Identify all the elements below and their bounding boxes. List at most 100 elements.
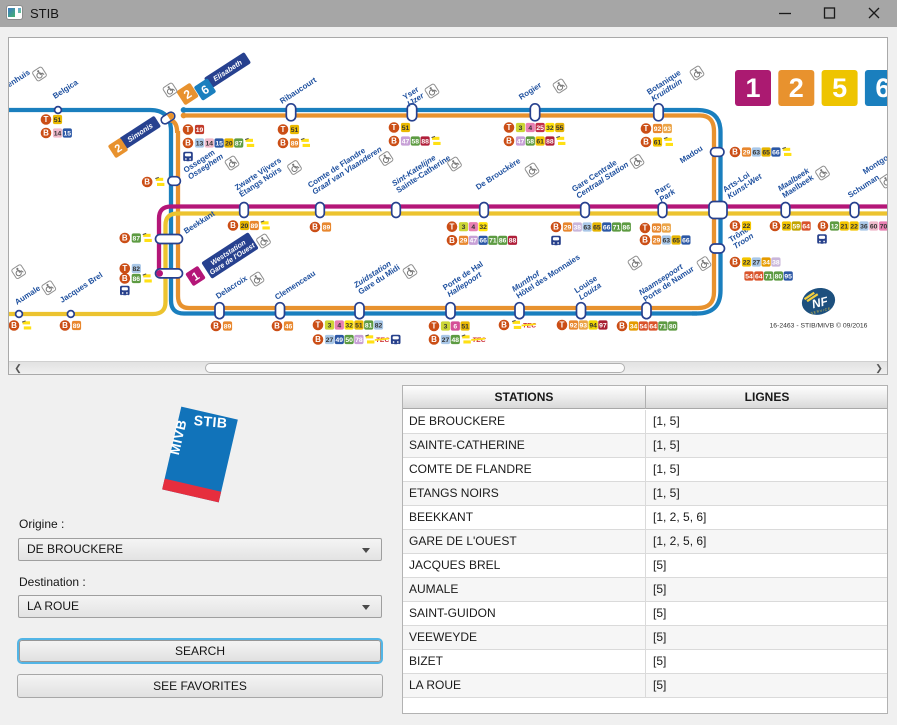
svg-text:55: 55	[556, 125, 564, 132]
svg-text:58: 58	[527, 138, 535, 145]
svg-text:B: B	[312, 223, 318, 232]
svg-text:60: 60	[870, 223, 878, 230]
svg-text:51: 51	[461, 323, 469, 330]
svg-text:B: B	[315, 335, 321, 344]
svg-text:70: 70	[880, 223, 888, 230]
svg-text:32: 32	[345, 322, 353, 329]
svg-text:51: 51	[355, 322, 363, 329]
svg-text:29: 29	[460, 238, 468, 245]
svg-text:61: 61	[536, 138, 544, 145]
svg-text:Rogier: Rogier	[517, 81, 543, 102]
svg-text:T: T	[432, 322, 437, 331]
svg-text:13: 13	[196, 140, 204, 147]
svg-text:Madou: Madou	[678, 144, 704, 165]
svg-text:64: 64	[649, 323, 657, 330]
svg-text:59: 59	[793, 223, 801, 230]
svg-text:47: 47	[517, 138, 525, 145]
svg-text:61: 61	[654, 139, 662, 146]
svg-text:B: B	[230, 221, 236, 230]
svg-text:21: 21	[841, 223, 849, 230]
svg-text:71: 71	[613, 224, 621, 231]
svg-text:50: 50	[345, 337, 353, 344]
svg-text:89: 89	[251, 223, 259, 230]
svg-text:B: B	[449, 236, 455, 245]
svg-text:B: B	[43, 129, 49, 138]
svg-text:B: B	[732, 148, 738, 157]
svg-text:B: B	[732, 258, 738, 267]
svg-text:5: 5	[832, 73, 847, 103]
svg-text:4: 4	[528, 125, 532, 132]
svg-text:71: 71	[659, 323, 667, 330]
svg-text:92: 92	[654, 126, 662, 133]
svg-text:22: 22	[743, 223, 751, 230]
svg-text:16-2463 - STIB/MIVB © 09/2016: 16-2463 - STIB/MIVB © 09/2016	[770, 322, 868, 330]
svg-text:T: T	[281, 125, 286, 134]
svg-text:47: 47	[402, 138, 410, 145]
svg-text:B: B	[619, 322, 625, 331]
svg-text:92: 92	[653, 225, 661, 232]
svg-text:66: 66	[772, 149, 780, 156]
svg-text:66: 66	[603, 224, 611, 231]
svg-text:38: 38	[574, 224, 582, 231]
svg-text:88: 88	[546, 138, 554, 145]
svg-text:2: 2	[113, 142, 125, 155]
svg-text:89: 89	[224, 323, 232, 330]
svg-text:29: 29	[564, 224, 572, 231]
svg-text:B: B	[122, 274, 128, 283]
svg-text:12: 12	[831, 223, 839, 230]
svg-text:Graaf van Vlaanderen: Graaf van Vlaanderen	[311, 145, 384, 197]
svg-text:3: 3	[444, 323, 448, 330]
svg-text:Ribaucourt: Ribaucourt	[278, 75, 318, 105]
svg-text:86: 86	[499, 238, 507, 245]
svg-text:65: 65	[672, 237, 680, 244]
svg-text:B: B	[62, 321, 68, 330]
svg-text:14: 14	[206, 140, 214, 147]
svg-text:36: 36	[860, 223, 868, 230]
svg-text:B: B	[772, 222, 778, 231]
svg-text:51: 51	[291, 127, 299, 134]
svg-text:95: 95	[784, 273, 792, 280]
svg-text:Belgica: Belgica	[51, 78, 80, 101]
svg-text:TEC: TEC	[523, 323, 537, 330]
svg-text:B: B	[274, 322, 280, 331]
svg-text:58: 58	[412, 138, 420, 145]
svg-text:4: 4	[337, 322, 341, 329]
svg-text:80: 80	[669, 323, 677, 330]
svg-text:T: T	[44, 115, 49, 124]
svg-text:SERVICE: SERVICE	[810, 306, 831, 315]
svg-text:64: 64	[802, 223, 810, 230]
svg-text:3: 3	[462, 224, 466, 231]
svg-text:93: 93	[580, 322, 588, 329]
svg-text:63: 63	[753, 149, 761, 156]
svg-text:B: B	[501, 321, 507, 330]
svg-text:97: 97	[599, 322, 607, 329]
svg-text:T: T	[560, 321, 565, 330]
svg-text:54: 54	[745, 273, 753, 280]
svg-text:B: B	[391, 137, 397, 146]
svg-text:T: T	[316, 321, 321, 330]
svg-text:B: B	[820, 222, 826, 231]
svg-text:T: T	[450, 222, 455, 231]
svg-text:89: 89	[323, 224, 331, 231]
svg-text:87: 87	[235, 140, 243, 147]
svg-text:14: 14	[54, 130, 62, 137]
svg-text:86: 86	[623, 224, 631, 231]
svg-text:32: 32	[479, 224, 487, 231]
svg-text:34: 34	[762, 259, 770, 266]
svg-text:B: B	[431, 335, 437, 344]
svg-text:49: 49	[336, 337, 344, 344]
svg-text:94: 94	[589, 322, 597, 329]
svg-text:25: 25	[536, 125, 544, 132]
svg-text:B: B	[732, 222, 738, 231]
svg-text:B: B	[185, 139, 191, 148]
svg-text:32: 32	[546, 125, 554, 132]
svg-text:T: T	[392, 123, 397, 132]
svg-text:3: 3	[328, 322, 332, 329]
svg-text:15: 15	[215, 140, 223, 147]
svg-text:Delacroix: Delacroix	[214, 273, 249, 300]
svg-text:TEC: TEC	[376, 337, 390, 344]
svg-text:B: B	[553, 223, 559, 232]
svg-text:38: 38	[772, 259, 780, 266]
svg-text:93: 93	[664, 126, 672, 133]
svg-text:27: 27	[442, 337, 450, 344]
